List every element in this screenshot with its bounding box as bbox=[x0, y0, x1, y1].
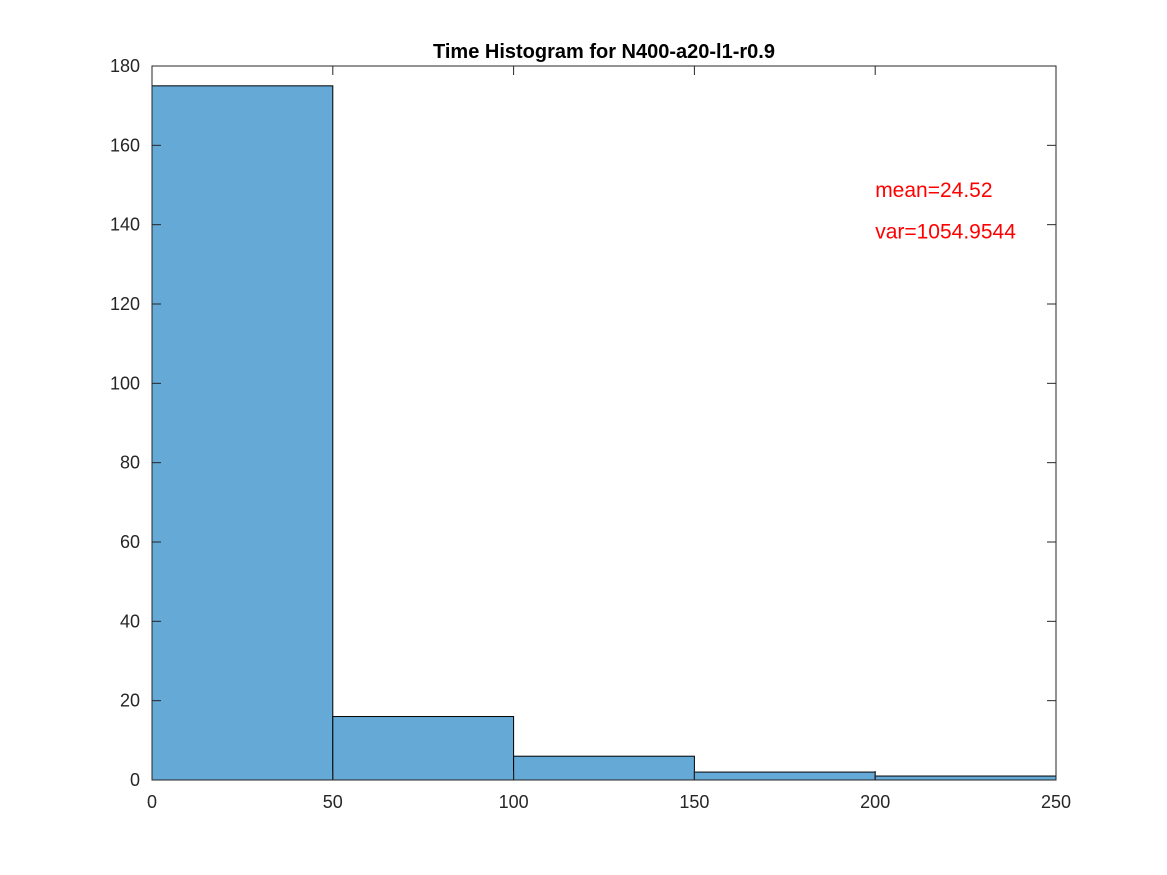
x-tick-label: 200 bbox=[860, 792, 890, 812]
chart-title: Time Histogram for N400-a20-l1-r0.9 bbox=[433, 41, 775, 63]
y-tick-label: 60 bbox=[120, 532, 140, 552]
x-tick-label: 100 bbox=[499, 792, 529, 812]
axes-box bbox=[151, 65, 1057, 781]
x-tick-label: 0 bbox=[147, 792, 157, 812]
bars-group bbox=[151, 85, 1057, 781]
x-tick-label: 250 bbox=[1041, 792, 1071, 812]
y-tick-label: 80 bbox=[120, 453, 140, 473]
y-tick-label: 160 bbox=[110, 135, 140, 155]
x-tick-label: 150 bbox=[679, 792, 709, 812]
y-tick-label: 180 bbox=[110, 56, 140, 76]
y-tick-label: 40 bbox=[120, 611, 140, 631]
ticks-group: 0 50 100 150 200 250 0 20 40 60 80 100 120 140 160 180 bbox=[110, 56, 1071, 812]
y-tick-label: 140 bbox=[110, 215, 140, 235]
y-tick-label: 100 bbox=[110, 373, 140, 393]
histogram-bar-4 bbox=[874, 775, 1057, 781]
y-tick-label: 120 bbox=[110, 294, 140, 314]
y-tick-label: 0 bbox=[130, 770, 140, 790]
annotation-0: mean=24.52 bbox=[875, 179, 992, 202]
x-tick-label: 50 bbox=[323, 792, 343, 812]
histogram-bar-3 bbox=[693, 771, 876, 781]
histogram-bar-2 bbox=[513, 755, 695, 781]
y-tick-label: 20 bbox=[120, 691, 140, 711]
histogram-bar-0 bbox=[151, 85, 334, 781]
histogram-bar-1 bbox=[332, 716, 515, 781]
annotation-1: var=1054.9544 bbox=[875, 221, 1016, 244]
annotations-group: mean=24.52 var=1054.9544 bbox=[875, 179, 1016, 244]
